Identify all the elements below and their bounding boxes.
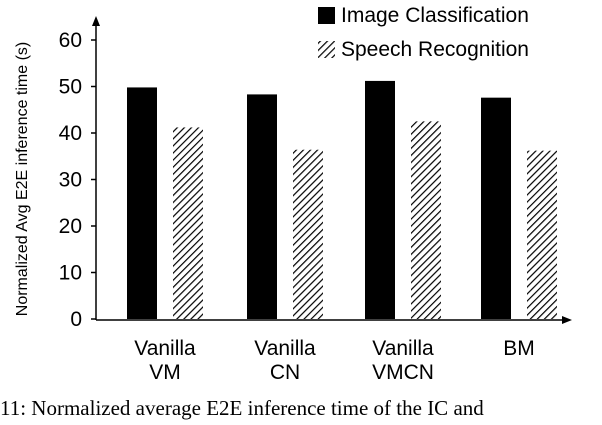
bar-speech-recognition <box>293 149 323 319</box>
x-axis-arrow <box>562 316 572 324</box>
bar-image-classification <box>247 94 277 319</box>
y-tick-label: 20 <box>59 215 82 238</box>
legend-swatch <box>318 41 335 58</box>
bar-speech-recognition <box>173 127 203 319</box>
y-tick-label: 30 <box>59 169 82 192</box>
y-tick-label: 40 <box>59 122 82 145</box>
figure-caption: 11: Normalized average E2E inference tim… <box>0 396 484 420</box>
y-tick-label: 0 <box>70 308 82 331</box>
x-category-label: BM <box>503 337 535 360</box>
x-category-label: Vanilla VMCN <box>372 337 434 384</box>
bar-image-classification <box>481 97 511 319</box>
bar-image-classification <box>127 87 157 320</box>
bar-image-classification <box>365 80 395 319</box>
y-axis-title: Normalized Avg E2E inference time (s) <box>14 42 31 316</box>
x-category-label: Vanilla VM <box>134 337 196 384</box>
y-axis-arrow <box>92 16 100 26</box>
x-category-label: Vanilla CN <box>254 337 316 384</box>
legend-label: Speech Recognition <box>341 38 529 61</box>
y-tick-label: 10 <box>59 262 82 285</box>
legend-label: Image Classification <box>341 4 529 27</box>
y-tick-label: 60 <box>59 29 82 52</box>
legend-swatch <box>318 7 335 24</box>
y-tick-label: 50 <box>59 76 82 99</box>
bar-speech-recognition <box>527 150 557 319</box>
bar-speech-recognition <box>411 121 441 319</box>
